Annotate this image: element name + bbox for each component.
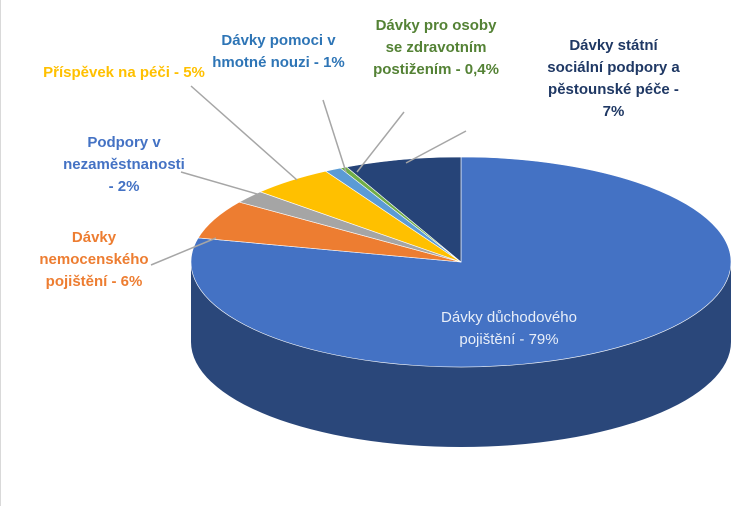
leader-line	[356, 111, 405, 173]
slice-side	[191, 262, 731, 447]
leader-line	[405, 130, 467, 164]
data-label: Dávky pro osoby se zdravotním postižením…	[373, 17, 499, 78]
data-label: Dávky státní sociální podpory a pěstouns…	[547, 37, 680, 120]
slice	[345, 156, 462, 263]
leader-line	[180, 171, 265, 197]
leader-line	[190, 85, 298, 181]
data-label: Dávky pomoci v hmotné nouzi - 1%	[212, 32, 345, 71]
leader-line	[322, 99, 347, 173]
data-label: Příspěvek na péči - 5%	[43, 64, 205, 81]
leader-line	[150, 237, 217, 266]
data-label: Podpory v nezaměstnanosti - 2%	[63, 134, 185, 195]
data-label: Dávky důchodového pojištění - 79%	[441, 309, 577, 348]
data-label: Dávky nemocenského pojištění - 6%	[39, 229, 149, 290]
